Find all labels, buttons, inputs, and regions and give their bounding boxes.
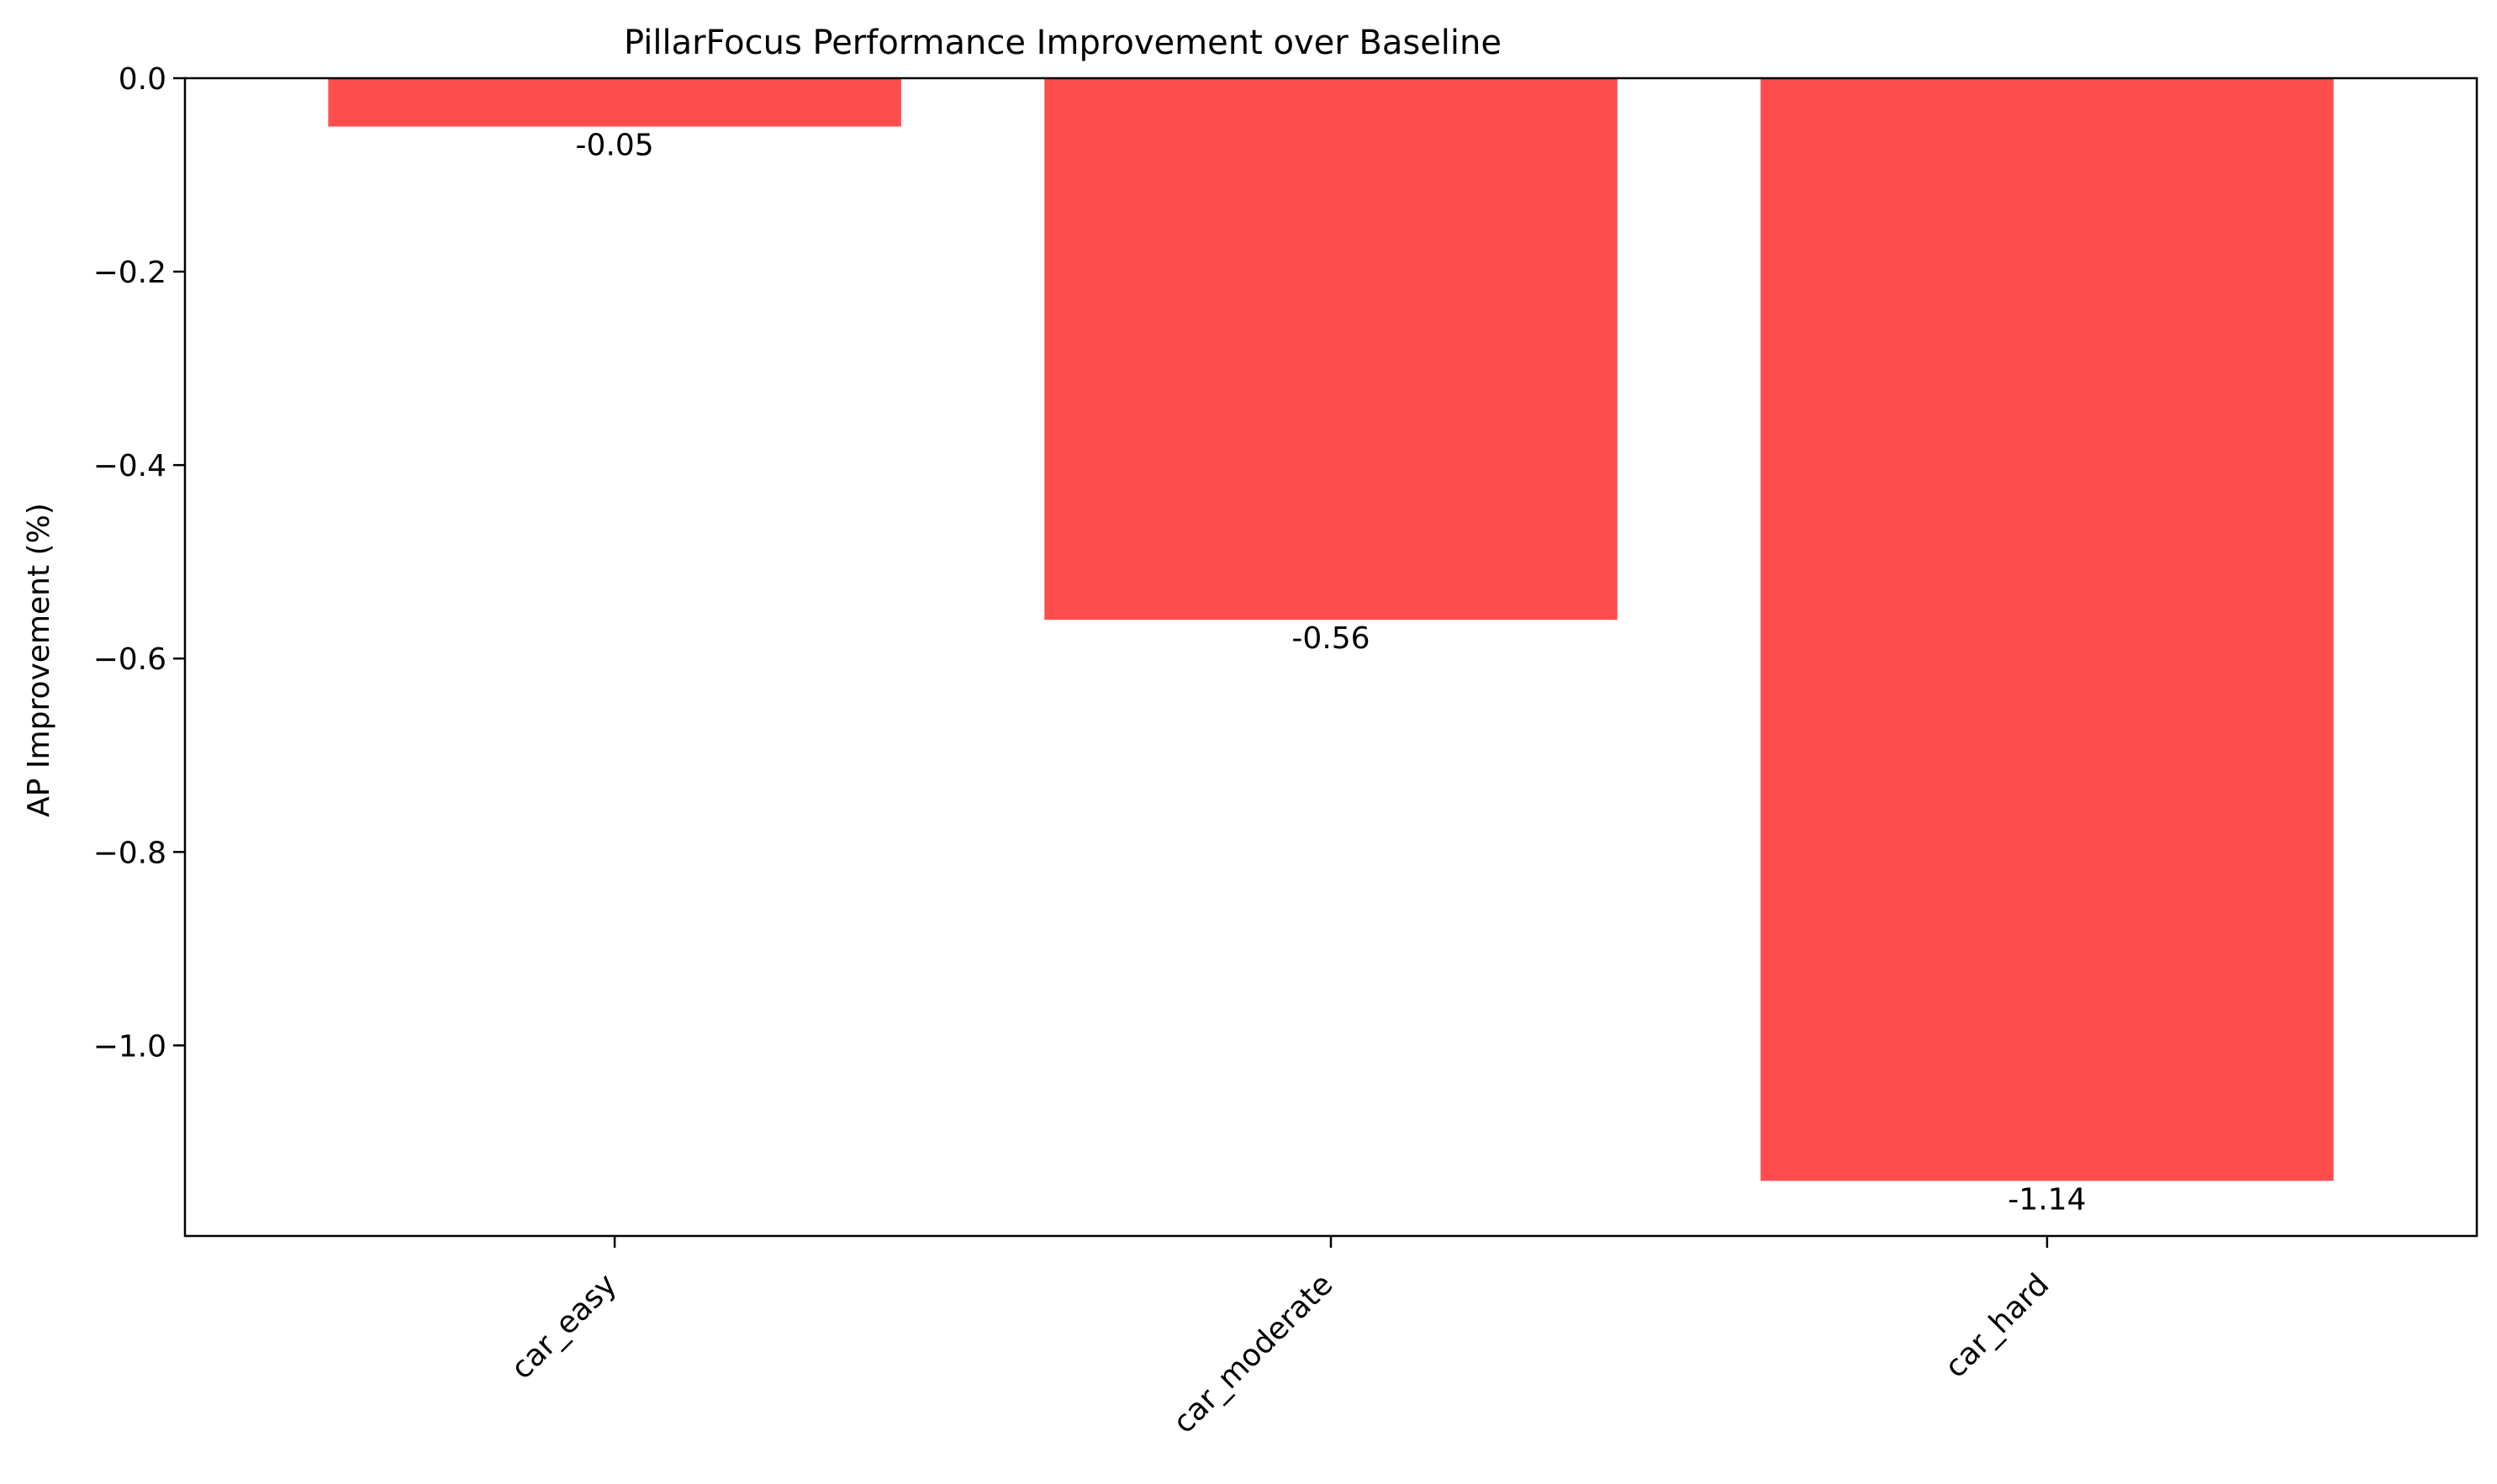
plot-area-frame: [183, 77, 2479, 1238]
y-axis-label: AP Improvement (%): [22, 503, 56, 817]
bar-car_easy: [328, 78, 901, 127]
y-axis-ticks: 0.0 −0.2 −0.4 −0.6 −0.8 −1.0: [93, 62, 185, 1064]
bar-car_hard: [1761, 78, 2334, 1181]
y-tick-label: −0.2: [93, 256, 166, 290]
data-label-car_moderate: -0.56: [1291, 621, 1370, 656]
y-tick-label: −0.8: [93, 836, 166, 870]
bar-car_moderate: [1044, 78, 1618, 621]
bars-group: [328, 78, 2334, 1181]
data-label-car_hard: -1.14: [2008, 1182, 2086, 1217]
y-tick-label: −1.0: [93, 1029, 166, 1064]
value-labels-group: -0.05 -0.56 -1.14: [576, 129, 2087, 1217]
y-tick-label: 0.0: [119, 62, 166, 97]
chart-title: PillarFocus Performance Improvement over…: [624, 24, 1502, 62]
data-label-car_easy: -0.05: [576, 129, 654, 163]
y-tick-label: −0.4: [93, 449, 166, 483]
y-tick-label: −0.6: [93, 642, 166, 677]
